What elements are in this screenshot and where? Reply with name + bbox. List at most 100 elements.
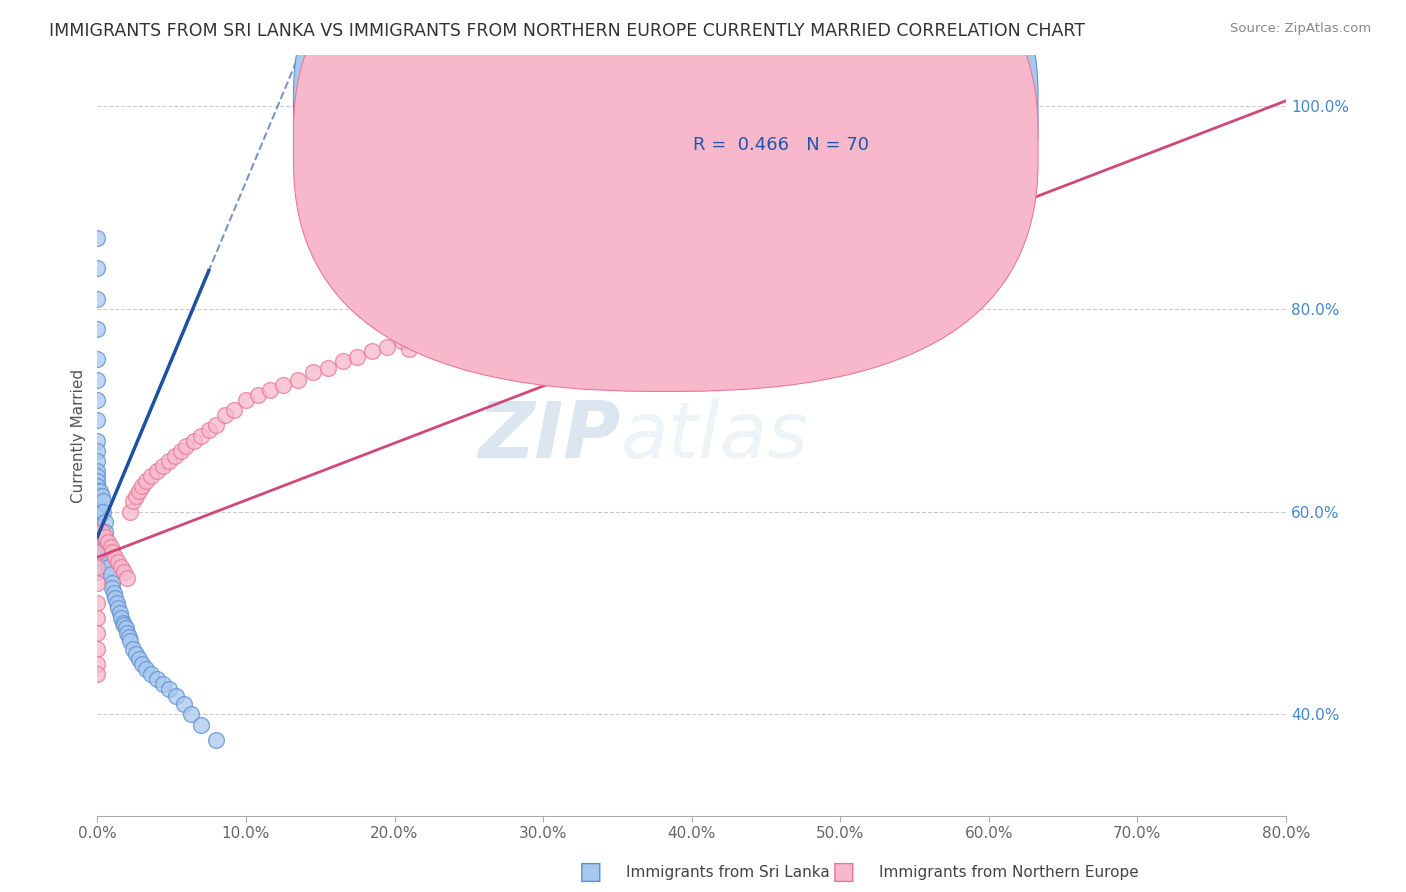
Point bbox=[86, 434, 108, 448]
Point bbox=[94, 530, 117, 544]
Point bbox=[86, 292, 108, 306]
Point bbox=[517, 301, 540, 316]
Point bbox=[128, 651, 150, 665]
Point bbox=[115, 626, 138, 640]
Point bbox=[86, 530, 108, 544]
Point bbox=[427, 332, 450, 346]
Point bbox=[502, 307, 524, 321]
Point bbox=[110, 611, 132, 625]
Point bbox=[86, 500, 108, 514]
Point bbox=[271, 377, 294, 392]
Point bbox=[105, 596, 128, 610]
Point bbox=[531, 293, 554, 308]
Point bbox=[205, 418, 228, 433]
Point bbox=[112, 618, 135, 632]
Point bbox=[125, 647, 148, 661]
Point bbox=[301, 365, 323, 379]
Point bbox=[101, 581, 124, 595]
Point bbox=[122, 641, 145, 656]
Point bbox=[420, 324, 443, 338]
Point bbox=[91, 494, 114, 508]
Text: Source: ZipAtlas.com: Source: ZipAtlas.com bbox=[1230, 22, 1371, 36]
Point bbox=[125, 489, 148, 503]
Point bbox=[86, 524, 108, 539]
Point bbox=[86, 474, 108, 488]
Point bbox=[488, 311, 510, 326]
Point bbox=[110, 560, 132, 574]
Point bbox=[86, 515, 108, 529]
Point bbox=[86, 413, 108, 427]
Point bbox=[135, 662, 157, 676]
Point bbox=[103, 586, 125, 600]
Point bbox=[86, 575, 108, 590]
Point bbox=[104, 550, 127, 565]
Point bbox=[90, 489, 112, 503]
Point bbox=[457, 322, 479, 336]
Point bbox=[413, 337, 436, 351]
Point bbox=[135, 474, 157, 488]
FancyBboxPatch shape bbox=[626, 70, 995, 173]
Point bbox=[86, 352, 108, 367]
Point bbox=[86, 231, 108, 245]
Point bbox=[375, 340, 398, 354]
Point bbox=[86, 489, 108, 503]
Point bbox=[112, 566, 135, 580]
Point bbox=[222, 403, 245, 417]
Point bbox=[86, 494, 108, 508]
Text: Immigrants from Northern Europe: Immigrants from Northern Europe bbox=[879, 865, 1139, 880]
Text: R =  0.466   N = 70: R = 0.466 N = 70 bbox=[693, 136, 869, 154]
Point bbox=[173, 698, 195, 712]
Point bbox=[115, 570, 138, 584]
Y-axis label: Currently Married: Currently Married bbox=[72, 368, 86, 502]
Text: IMMIGRANTS FROM SRI LANKA VS IMMIGRANTS FROM NORTHERN EUROPE CURRENTLY MARRIED C: IMMIGRANTS FROM SRI LANKA VS IMMIGRANTS … bbox=[49, 22, 1085, 40]
Point bbox=[86, 657, 108, 671]
FancyBboxPatch shape bbox=[294, 0, 1038, 356]
Point bbox=[111, 616, 134, 631]
Point bbox=[122, 494, 145, 508]
Point bbox=[86, 373, 108, 387]
Point bbox=[465, 310, 488, 324]
Point bbox=[398, 343, 420, 357]
Point bbox=[86, 479, 108, 493]
Point bbox=[246, 388, 269, 402]
Point bbox=[86, 443, 108, 458]
Point bbox=[197, 424, 219, 438]
Text: atlas: atlas bbox=[620, 398, 808, 474]
Point bbox=[139, 469, 162, 483]
Point bbox=[86, 535, 108, 549]
Point bbox=[86, 566, 108, 580]
Point bbox=[86, 540, 108, 554]
Point bbox=[176, 439, 198, 453]
Point bbox=[86, 555, 108, 569]
Point bbox=[205, 732, 228, 747]
Point bbox=[86, 261, 108, 276]
Point bbox=[86, 505, 108, 519]
Point bbox=[118, 634, 141, 648]
Point bbox=[316, 360, 339, 375]
Point bbox=[443, 327, 465, 342]
Point bbox=[131, 479, 153, 493]
Point bbox=[479, 301, 502, 316]
Point bbox=[86, 392, 108, 407]
Point bbox=[180, 707, 202, 722]
Point bbox=[524, 281, 547, 295]
Point bbox=[86, 666, 108, 681]
Point bbox=[450, 314, 472, 328]
Point bbox=[89, 484, 111, 499]
Text: □: □ bbox=[579, 861, 602, 884]
Point bbox=[86, 596, 108, 610]
Point bbox=[86, 626, 108, 640]
Point bbox=[157, 454, 180, 468]
Point bbox=[157, 682, 180, 697]
Point bbox=[117, 631, 139, 645]
Point bbox=[139, 666, 162, 681]
Point bbox=[100, 540, 122, 554]
Point bbox=[165, 690, 187, 704]
Point bbox=[86, 611, 108, 625]
Point bbox=[86, 560, 108, 574]
Point bbox=[509, 286, 531, 301]
Text: Immigrants from Sri Lanka: Immigrants from Sri Lanka bbox=[626, 865, 830, 880]
Point bbox=[96, 535, 118, 549]
Point bbox=[98, 560, 121, 574]
Point bbox=[495, 292, 517, 306]
